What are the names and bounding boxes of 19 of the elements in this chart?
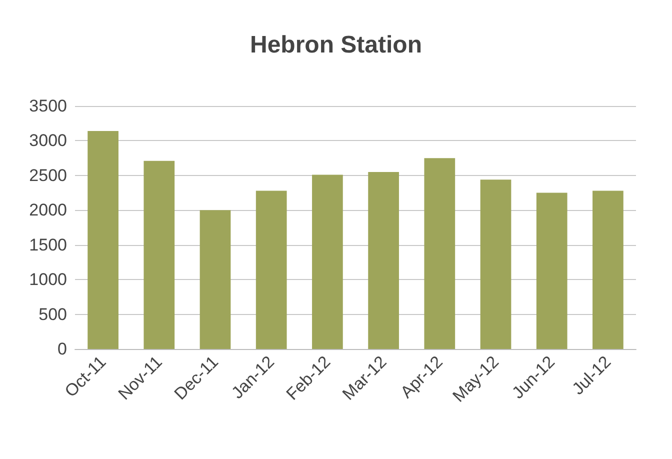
bar — [144, 160, 175, 349]
y-tick-label: 1500 — [29, 235, 67, 254]
y-tick-label: 500 — [38, 304, 67, 324]
y-tick-label: 3500 — [29, 96, 67, 116]
bar — [592, 190, 624, 349]
chart-title: Hebron Station — [250, 32, 422, 58]
y-tick-label: 2500 — [29, 166, 67, 185]
bar — [88, 130, 118, 349]
bar — [368, 172, 399, 349]
bar — [256, 190, 287, 349]
bar — [536, 192, 568, 349]
bar — [312, 174, 343, 349]
y-tick-label: 3000 — [29, 131, 67, 150]
y-tick-label: 0 — [58, 340, 67, 358]
y-tick-label: 2000 — [29, 200, 67, 220]
bar — [200, 210, 231, 349]
y-tick-label: 1000 — [29, 270, 67, 290]
bar — [424, 158, 456, 349]
bar — [480, 180, 512, 349]
